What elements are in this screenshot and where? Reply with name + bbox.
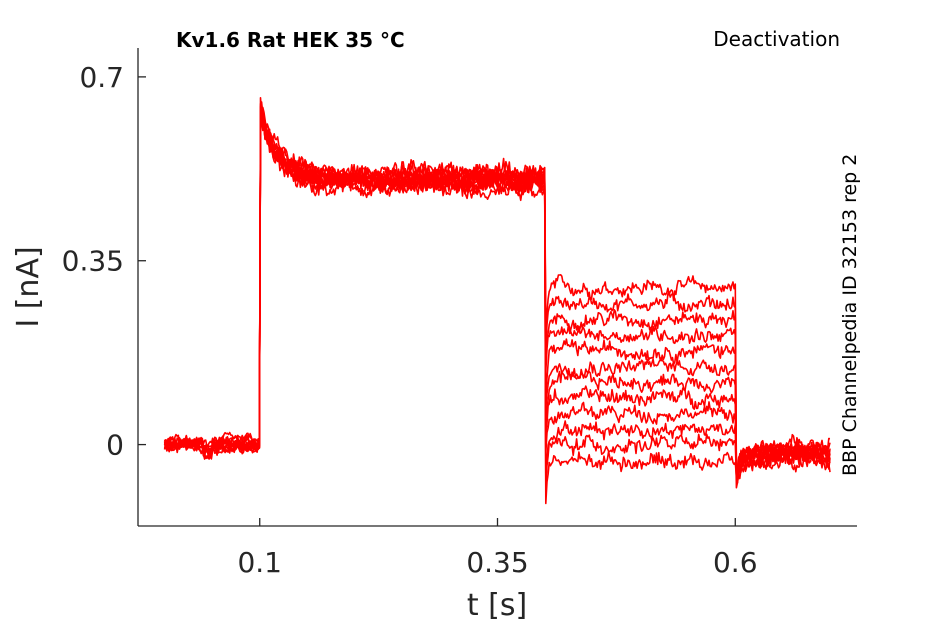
trace-line xyxy=(163,103,831,478)
y-axis-title: I [nA] xyxy=(11,246,46,327)
y-tick-label: 0.7 xyxy=(79,61,124,94)
trace-line xyxy=(164,97,830,505)
x-ticks: 0.1 0.35 0.6 xyxy=(237,518,758,579)
trace-line xyxy=(163,117,831,477)
y-tick-label: 0.35 xyxy=(62,245,124,278)
trace-line xyxy=(164,112,831,489)
x-tick-label: 0.35 xyxy=(466,546,528,579)
traces-group xyxy=(163,97,831,505)
y-ticks: 0 0.35 0.7 xyxy=(62,61,146,462)
y-tick-label: 0 xyxy=(106,429,124,462)
x-axis-title: t [s] xyxy=(467,588,527,623)
x-tick-label: 0.1 xyxy=(237,546,282,579)
side-label: BBP Channelpedia ID 32153 rep 2 xyxy=(839,154,861,476)
chart-subtitle: Deactivation xyxy=(713,27,840,51)
chart-title: Kv1.6 Rat HEK 35 °C xyxy=(176,28,405,52)
trace-line xyxy=(163,110,831,487)
x-tick-label: 0.6 xyxy=(713,546,758,579)
